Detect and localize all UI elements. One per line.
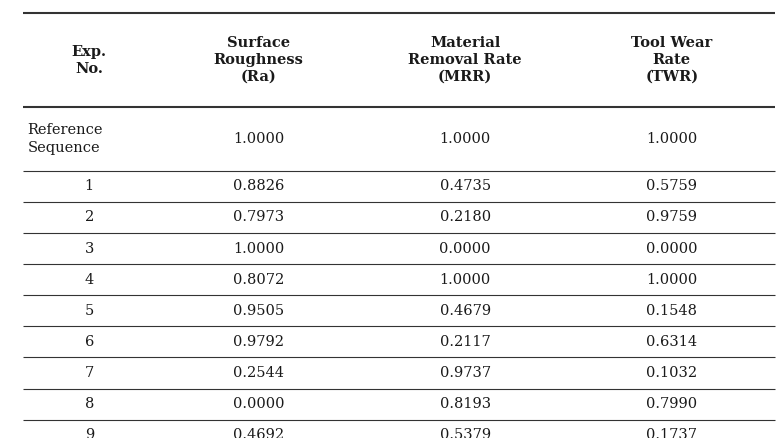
Text: 0.8193: 0.8193 — [439, 397, 491, 411]
Text: 0.9737: 0.9737 — [439, 366, 491, 380]
Text: 1.0000: 1.0000 — [646, 273, 698, 286]
Text: 1.0000: 1.0000 — [439, 132, 491, 146]
Text: 0.2544: 0.2544 — [233, 366, 284, 380]
Text: 0.1548: 0.1548 — [646, 304, 698, 318]
Text: 7: 7 — [85, 366, 94, 380]
Text: 2: 2 — [85, 211, 94, 224]
Text: 0.4679: 0.4679 — [439, 304, 491, 318]
Text: 0.2117: 0.2117 — [440, 335, 490, 349]
Text: 0.0000: 0.0000 — [646, 242, 698, 255]
Text: 1.0000: 1.0000 — [233, 242, 284, 255]
Text: 8: 8 — [85, 397, 94, 411]
Text: 0.9505: 0.9505 — [233, 304, 284, 318]
Text: 1: 1 — [85, 180, 94, 193]
Text: 0.6314: 0.6314 — [646, 335, 698, 349]
Text: 0.7990: 0.7990 — [646, 397, 698, 411]
Text: 0.7973: 0.7973 — [233, 211, 284, 224]
Text: 6: 6 — [85, 335, 94, 349]
Text: 0.5379: 0.5379 — [439, 428, 491, 438]
Text: 0.9792: 0.9792 — [233, 335, 284, 349]
Text: 0.1032: 0.1032 — [646, 366, 698, 380]
Text: 4: 4 — [85, 273, 94, 286]
Text: 0.0000: 0.0000 — [439, 242, 491, 255]
Text: 0.8826: 0.8826 — [233, 180, 284, 193]
Text: Reference
Sequence: Reference Sequence — [27, 124, 103, 155]
Text: 0.1737: 0.1737 — [646, 428, 698, 438]
Text: 0.5759: 0.5759 — [646, 180, 698, 193]
Text: 1.0000: 1.0000 — [646, 132, 698, 146]
Text: 3: 3 — [85, 242, 94, 255]
Text: 5: 5 — [85, 304, 94, 318]
Text: 0.2180: 0.2180 — [439, 211, 491, 224]
Text: 0.4735: 0.4735 — [439, 180, 491, 193]
Text: Tool Wear
Rate
(TWR): Tool Wear Rate (TWR) — [631, 36, 713, 84]
Text: Exp.
No.: Exp. No. — [72, 45, 106, 76]
Text: Surface
Roughness
(Ra): Surface Roughness (Ra) — [214, 36, 303, 84]
Text: 9: 9 — [85, 428, 94, 438]
Text: 0.9759: 0.9759 — [646, 211, 698, 224]
Text: 0.4692: 0.4692 — [233, 428, 284, 438]
Text: Material
Removal Rate
(MRR): Material Removal Rate (MRR) — [408, 36, 522, 84]
Text: 1.0000: 1.0000 — [439, 273, 491, 286]
Text: 0.0000: 0.0000 — [233, 397, 284, 411]
Text: 0.8072: 0.8072 — [233, 273, 284, 286]
Text: 1.0000: 1.0000 — [233, 132, 284, 146]
